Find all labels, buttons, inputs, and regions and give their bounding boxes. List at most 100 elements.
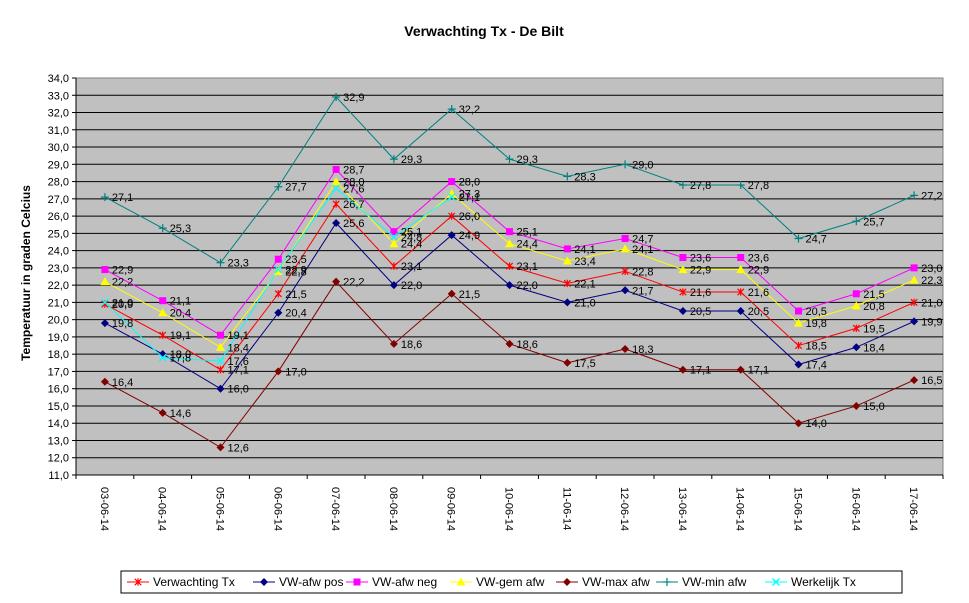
data-label: 12,6 [228,442,249,454]
data-label: 18,4 [863,342,884,354]
data-label: 17,8 [170,353,191,365]
plot-background [75,77,944,476]
x-tick-label: 12-06-14 [618,487,630,531]
data-label: 27,6 [343,183,364,195]
data-label: 27,1 [112,192,133,204]
data-label: 25,7 [863,216,884,228]
marker-diamond [852,401,861,410]
marker-triangle [505,239,514,248]
marker-diamond [621,344,630,353]
data-label: 23,1 [517,261,538,273]
marker-diamond [505,281,514,290]
x-tick-label: 05-06-14 [214,487,226,531]
data-label: 19,9 [921,316,942,328]
marker-diamond [216,384,225,393]
data-label: 24,1 [632,244,653,256]
data-label: 32,9 [343,92,364,104]
data-label: 24,8 [401,232,422,244]
marker-triangle [909,275,919,284]
y-tick-label: 14,0 [48,418,69,430]
y-tick-label: 26,0 [48,211,69,223]
chart-title: Verwachting Tx - De Bilt [404,23,564,39]
data-label: 29,3 [517,154,538,166]
marker-diamond [332,218,341,227]
marker-x [772,578,780,586]
marker-diamond [794,360,803,369]
data-label: 21,6 [690,287,711,299]
data-label: 19,8 [112,318,133,330]
marker-x [274,265,283,274]
data-label: 18,6 [517,339,538,351]
y-tick-label: 12,0 [48,453,69,465]
x-tick-label: 09-06-14 [445,487,457,531]
legend-label: Verwachting Tx [153,575,235,589]
data-label: 21,5 [285,289,306,301]
data-label: 26,0 [459,211,480,223]
data-label: 20,5 [690,306,711,318]
data-label: 28,7 [343,164,364,176]
data-label: 24,4 [401,239,422,251]
y-tick-label: 24,0 [48,246,69,258]
data-label: 25,6 [343,218,364,230]
data-label: 22,9 [112,265,133,277]
y-tick-label: 21,0 [48,297,69,309]
data-label: 18,0 [170,349,191,361]
y-tick-label: 31,0 [48,125,69,137]
legend-item: VW-afw pos [253,575,343,589]
x-tick-label: 13-06-14 [676,487,688,531]
y-tick-label: 15,0 [48,401,69,413]
data-label: 24,7 [806,234,827,246]
y-tick-label: 29,0 [48,159,69,171]
data-label: 23,3 [228,258,249,270]
data-label: 24,4 [517,239,538,251]
data-label: 16,4 [112,377,133,389]
legend-label: VW-afw neg [372,575,437,589]
x-tick-label: 17-06-14 [907,487,919,531]
data-label: 17,0 [285,366,306,378]
data-label: 19,5 [863,323,884,335]
legend-box [120,570,903,594]
y-tick-label: 32,0 [48,108,69,120]
marker-square [563,245,571,253]
legend-label: Werkelijk Tx [791,575,856,589]
data-label: 22,1 [574,278,595,290]
x-tick-label: 10-06-14 [503,487,515,531]
data-label: 22,0 [517,280,538,292]
marker-square [737,254,745,262]
marker-square [852,290,860,298]
marker-triangle [331,177,341,186]
data-label: 20,9 [112,299,133,311]
marker-diamond [910,376,919,385]
data-label: 25,1 [517,227,538,239]
marker-triangle [851,301,861,310]
data-label: 22,2 [343,277,364,289]
marker-diamond [621,286,630,295]
data-label: 18,4 [228,342,249,354]
data-label: 29,3 [401,154,422,166]
data-label: 17,4 [806,360,827,372]
data-label: 22,3 [921,275,942,287]
data-label: 32,2 [459,104,480,116]
marker-diamond [678,307,687,316]
legend-label: VW-max afw [582,575,650,589]
legend: Verwachting Tx VW-afw pos VW-afw neg VW-gem… [120,570,903,594]
marker-triangle [100,277,110,286]
marker-diamond [158,408,167,417]
y-axis-label: Temperatuur in graden Celcius [19,185,33,361]
marker-diamond [736,365,745,374]
data-label: 22,8 [285,266,306,278]
marker-diamond [563,578,571,586]
marker-x [389,232,398,241]
data-label: 22,8 [632,266,653,278]
data-label: 24,7 [632,234,653,246]
data-label: 22,9 [690,265,711,277]
y-tick-label: 28,0 [48,177,69,189]
marker-diamond [100,377,109,386]
data-label: 22,9 [748,265,769,277]
marker-diamond [389,339,398,348]
data-label: 14,0 [806,418,827,430]
y-tick-label: 13,0 [48,435,69,447]
marker-diamond [794,419,803,428]
data-label: 23,5 [285,254,306,266]
